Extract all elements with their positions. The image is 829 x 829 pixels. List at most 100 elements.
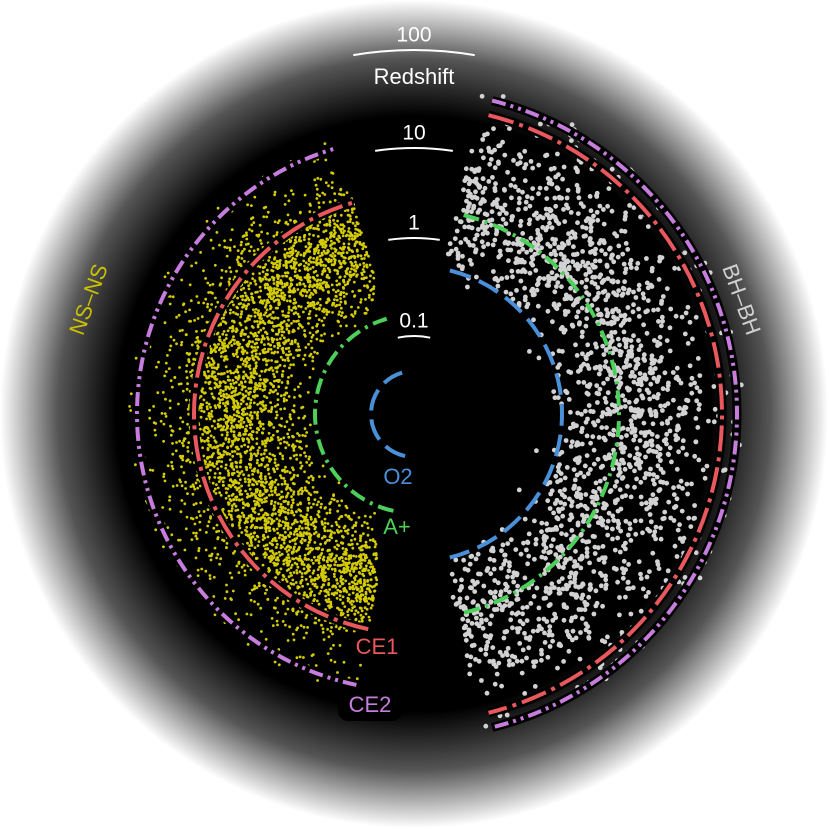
ns-dot <box>309 339 313 343</box>
ns-dot <box>336 219 339 223</box>
bh-dot <box>560 506 565 511</box>
ns-dot <box>254 337 258 341</box>
ns-dot <box>304 294 308 298</box>
ns-dot <box>280 373 284 376</box>
ns-dot <box>256 417 259 420</box>
ns-dot <box>316 513 320 516</box>
ns-dot <box>303 470 306 474</box>
ns-dot <box>339 529 343 533</box>
ns-dot <box>206 407 209 411</box>
ns-dot <box>247 396 250 400</box>
ns-dot <box>254 333 257 336</box>
bh-dot <box>633 365 639 371</box>
ns-dot <box>325 511 329 515</box>
ns-dot <box>274 416 278 420</box>
ns-dot <box>266 210 270 214</box>
ns-dot <box>316 235 320 238</box>
bh-dot <box>518 223 523 229</box>
ns-dot <box>339 291 343 294</box>
ns-dot <box>212 436 216 439</box>
ns-dot <box>242 400 245 403</box>
ns-dot <box>315 337 319 341</box>
ns-dot <box>202 398 206 402</box>
ns-dot <box>338 282 341 286</box>
ns-dot <box>330 334 334 338</box>
ns-dot <box>219 323 223 327</box>
ns-dot <box>134 356 138 360</box>
ns-dot <box>203 391 207 395</box>
ns-dot <box>287 548 291 552</box>
ns-dot <box>278 344 282 347</box>
ns-dot <box>360 548 364 552</box>
bh-dot <box>569 528 575 533</box>
ns-dot <box>335 279 339 283</box>
ns-dot <box>214 296 217 300</box>
ns-dot <box>251 326 255 329</box>
ns-dot <box>236 452 239 456</box>
ns-dot <box>249 371 253 375</box>
ns-dot <box>281 509 285 513</box>
bh-dot <box>652 366 658 371</box>
ns-dot <box>347 230 350 233</box>
ns-dot <box>168 499 171 502</box>
ns-dot <box>327 583 330 587</box>
ns-dot <box>233 405 237 409</box>
ns-dot <box>328 553 332 556</box>
ns-dot <box>265 489 269 492</box>
ns-dot <box>312 257 315 260</box>
ns-dot <box>210 455 214 459</box>
ns-dot <box>221 480 225 484</box>
ns-dot <box>281 358 285 362</box>
ns-dot <box>232 303 235 307</box>
ns-dot <box>285 251 289 255</box>
ns-dot <box>196 478 200 482</box>
ns-dot <box>238 383 241 387</box>
ns-dot <box>237 562 241 565</box>
ns-dot <box>229 444 233 448</box>
ns-dot <box>337 259 341 263</box>
ns-dot <box>292 638 296 642</box>
ns-dot <box>325 275 329 279</box>
ns-dot <box>338 644 342 647</box>
ns-dot <box>358 559 362 563</box>
ns-dot <box>287 585 290 588</box>
ns-dot <box>258 295 262 299</box>
ns-dot <box>263 299 266 302</box>
ns-dot <box>288 625 291 629</box>
ns-dot <box>364 569 367 572</box>
ns-dot <box>276 463 280 467</box>
ns-dot <box>219 394 223 398</box>
ns-dot <box>303 276 307 279</box>
ns-dot <box>134 463 137 467</box>
bh-dot <box>676 412 681 418</box>
ns-dot <box>262 452 266 456</box>
ns-dot <box>323 332 326 336</box>
ns-dot <box>213 386 217 390</box>
bh-dot <box>568 618 574 624</box>
ns-dot <box>301 489 304 493</box>
ns-dot <box>242 286 246 290</box>
ns-dot <box>276 436 280 439</box>
ns-dot <box>221 341 224 345</box>
ns-dot <box>335 591 339 595</box>
bh-dot <box>592 264 598 270</box>
ns-dot <box>252 371 256 375</box>
ns-dot <box>187 353 191 356</box>
ns-dot <box>287 353 290 357</box>
ns-dot <box>297 592 301 595</box>
ns-dot <box>321 566 325 569</box>
bh-dot <box>671 485 676 491</box>
ns-dot <box>284 386 288 390</box>
ns-dot <box>367 296 371 299</box>
bh-dot <box>536 355 542 361</box>
ns-dot <box>260 501 264 504</box>
ns-dot <box>256 449 260 452</box>
ns-dot <box>297 416 301 420</box>
ns-dot <box>266 378 269 382</box>
ns-dot <box>276 316 280 320</box>
ns-dot <box>228 483 231 487</box>
ns-dot <box>312 260 315 264</box>
ns-dot <box>339 579 343 583</box>
ns-dot <box>356 234 359 238</box>
ns-dot <box>339 265 343 269</box>
